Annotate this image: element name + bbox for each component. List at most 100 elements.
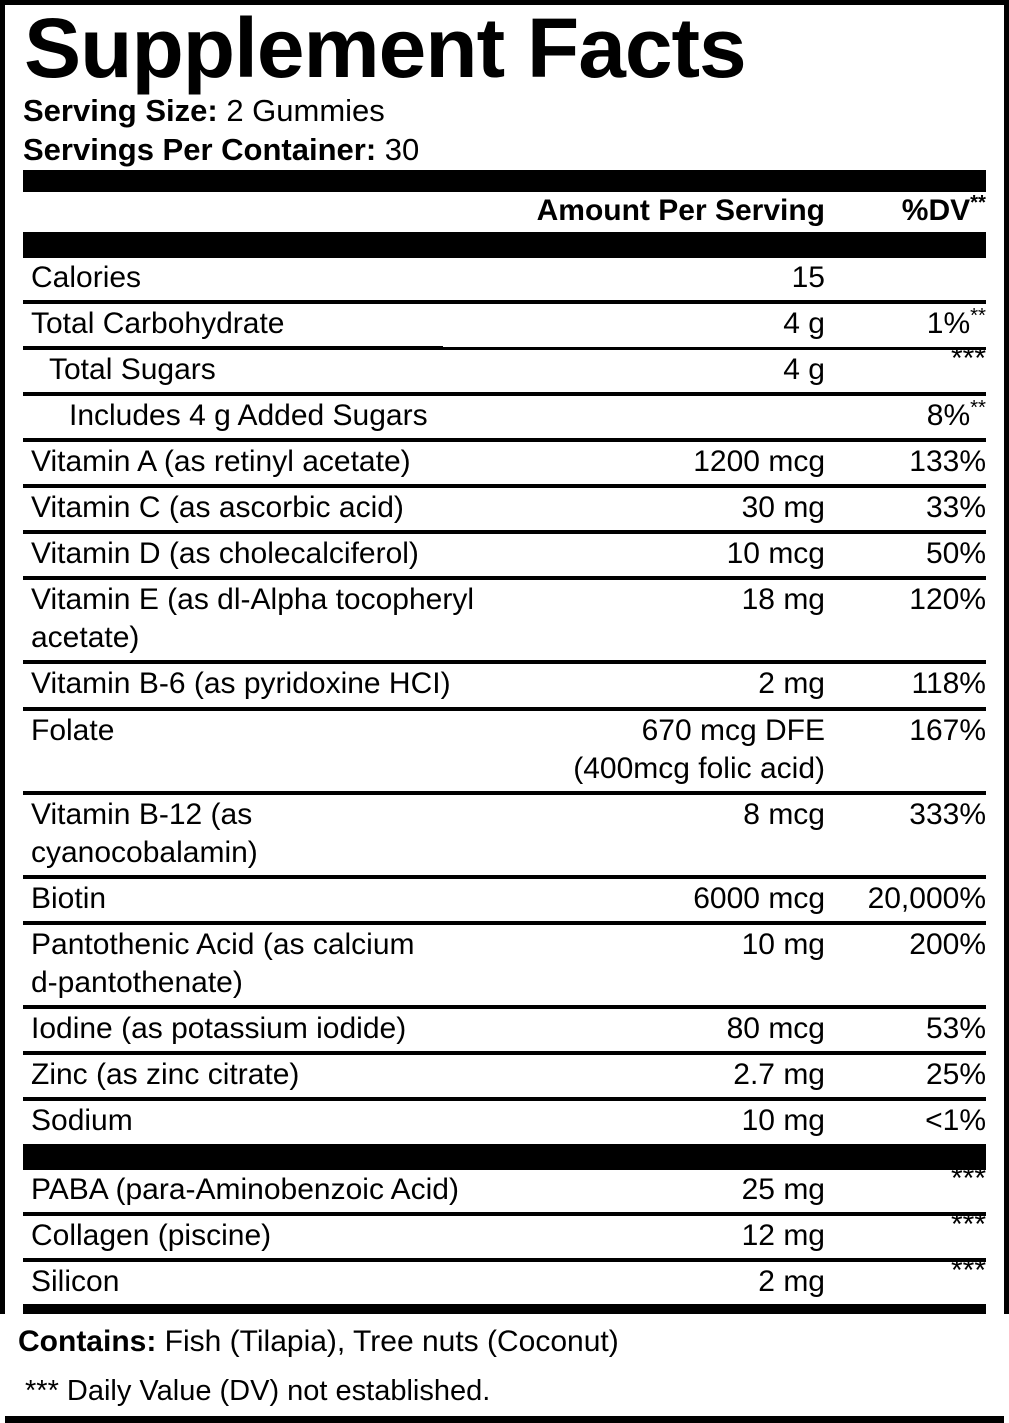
nutrient-daily-value: 120% [831, 581, 986, 619]
nutrient-name: Biotin [23, 880, 489, 918]
nutrient-amount: 8 mcg [489, 796, 831, 834]
nutrient-daily-value: 53% [831, 1010, 986, 1048]
dv-value: 118% [911, 667, 986, 700]
serving-size-value: 2 Gummies [226, 93, 384, 128]
column-header-row: Amount Per Serving %DV** [23, 192, 986, 232]
nutrient-daily-value: 50% [831, 535, 986, 573]
dv-value: 1% [927, 307, 970, 340]
nutrient-daily-value: 20,000% [831, 880, 986, 918]
column-header-dv-text: %DV [902, 194, 970, 227]
nutrient-daily-value: 118% [831, 665, 986, 703]
serving-size-label: Serving Size: [23, 93, 218, 128]
dv-value: 50% [926, 537, 986, 570]
nutrient-amount: 12 mg [489, 1217, 831, 1255]
nutrient-amount: 10 mcg [489, 535, 831, 573]
table-row: Vitamin A (as retinyl acetate)1200 mcg 13… [23, 442, 986, 484]
dv-not-established-marker: *** [951, 351, 986, 368]
nutrient-amount: 10 mg [489, 926, 831, 964]
nutrient-name: Total Carbohydrate [23, 305, 489, 343]
servings-per-container-label: Servings Per Container: [23, 132, 376, 167]
dv-value: 53% [926, 1012, 986, 1045]
nutrient-daily-value: *** [831, 1263, 986, 1301]
serving-size-line: Serving Size: 2 Gummies [23, 91, 990, 131]
allergen-contains-line: Contains: Fish (Tilapia), Tree nuts (Coc… [0, 1314, 1009, 1368]
servings-per-container-value: 30 [385, 132, 419, 167]
table-row: Collagen (piscine)12 mg*** [23, 1216, 986, 1258]
nutrient-daily-value: 1%** [831, 305, 986, 343]
nutrient-daily-value: 33% [831, 489, 986, 527]
panel-inner: Supplement Facts Serving Size: 2 Gummies… [5, 9, 1004, 1416]
nutrient-name: Silicon [23, 1263, 489, 1301]
nutrient-name: Vitamin E (as dl-Alpha tocopheryl acetat… [23, 581, 489, 657]
divider-bar-secondary [23, 1144, 986, 1170]
nutrient-amount: 670 mcg DFE(400mcg folic acid) [489, 712, 831, 788]
nutrient-daily-value: *** [831, 1217, 986, 1255]
dv-value: 20,000% [868, 882, 986, 915]
footnote-line: *** Daily Value (DV) not established. [25, 1372, 986, 1410]
page-title: Supplement Facts [24, 9, 1009, 89]
column-header-amount: Amount Per Serving [485, 194, 831, 229]
nutrient-amount: 4 g [489, 305, 831, 343]
nutrient-amount: 30 mg [489, 489, 831, 527]
nutrient-name: Vitamin B-12 (as cyanocobalamin) [23, 796, 489, 872]
dv-not-established-marker: *** [951, 1217, 986, 1234]
column-header-dv: %DV** [831, 194, 986, 229]
nutrient-daily-value: 167% [831, 712, 986, 750]
nutrient-amount: 80 mcg [489, 1010, 831, 1048]
dv-value: 8% [927, 399, 970, 432]
nutrient-amount: 2 mg [489, 665, 831, 703]
supplement-facts-panel: Supplement Facts Serving Size: 2 Gummies… [0, 0, 1009, 1368]
nutrient-amount: 6000 mcg [489, 880, 831, 918]
table-row: Vitamin C (as ascorbic acid)30 mg 33% [23, 488, 986, 530]
dv-value: 33% [926, 491, 986, 524]
dv-value: 167% [909, 714, 986, 747]
nutrient-amount: 10 mg [489, 1102, 831, 1140]
dv-footnote-marker: ** [970, 397, 986, 419]
nutrient-name: Calories [23, 259, 489, 297]
nutrient-amount: 2 mg [489, 1263, 831, 1301]
table-row: PABA (para-Aminobenzoic Acid)25 mg*** [23, 1170, 986, 1212]
dv-not-established-marker: *** [951, 1171, 986, 1188]
nutrient-name: Folate [23, 712, 489, 750]
contains-value: Fish (Tilapia), Tree nuts (Coconut) [165, 1325, 619, 1358]
nutrient-amount: 4 g [489, 351, 831, 389]
nutrient-daily-value: 8%** [831, 397, 986, 435]
nutrient-daily-value: <1% [831, 1102, 986, 1140]
dv-value: 25% [926, 1058, 986, 1091]
nutrient-amount: 25 mg [489, 1171, 831, 1209]
table-row: Includes 4 g Added Sugars 8%** [23, 396, 986, 438]
nutrient-amount-detail: (400mcg folic acid) [489, 750, 825, 788]
divider-bar-headers [23, 232, 986, 258]
dv-value: 133% [909, 445, 986, 478]
nutrient-name: Includes 4 g Added Sugars [23, 397, 489, 435]
nutrient-amount: 1200 mcg [489, 443, 831, 481]
nutrient-name: Vitamin D (as cholecalciferol) [23, 535, 489, 573]
nutrient-daily-value: *** [831, 1171, 986, 1209]
column-header-dv-superscript: ** [970, 192, 986, 214]
nutrient-daily-value: *** [831, 351, 986, 389]
nutrient-name: Vitamin C (as ascorbic acid) [23, 489, 489, 527]
dv-value: 200% [909, 928, 986, 961]
nutrient-amount: 15 [489, 259, 831, 297]
nutrient-daily-value: 333% [831, 796, 986, 834]
nutrient-name: Sodium [23, 1102, 489, 1140]
nutrient-amount: 18 mg [489, 581, 831, 619]
divider-segment-right [443, 347, 986, 350]
nutrient-name: Vitamin A (as retinyl acetate) [23, 443, 489, 481]
dv-footnote-marker: ** [970, 305, 986, 327]
nutrient-name: Zinc (as zinc citrate) [23, 1056, 489, 1094]
servings-per-container-line: Servings Per Container: 30 [23, 130, 990, 170]
other-ingredient-rows: PABA (para-Aminobenzoic Acid)25 mg***Col… [18, 1170, 990, 1304]
